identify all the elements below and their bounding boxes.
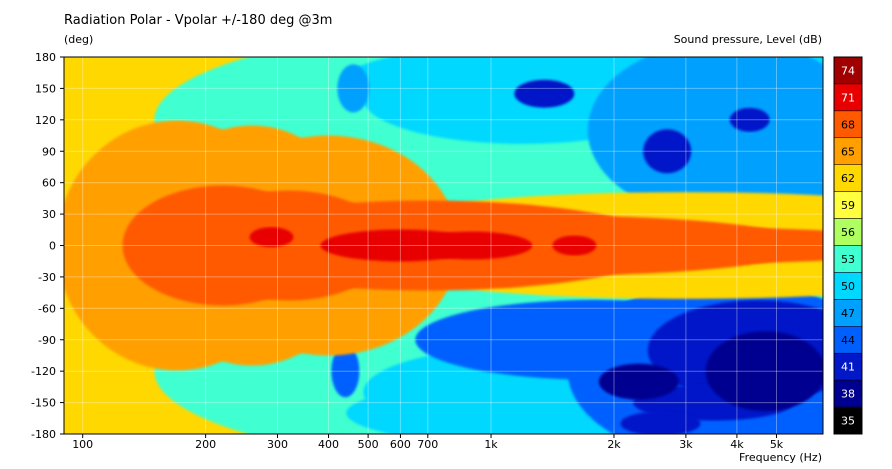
x-axis: 100 200 300 400 500 600 700 1k 2k 3k 4k 5k (72, 434, 784, 451)
contour-region (620, 411, 701, 434)
colorbar-label: Sound pressure, Level (dB) (673, 33, 822, 46)
colorbar-level-label: 71 (841, 91, 855, 104)
colorbar-swatch (833, 352, 863, 381)
x-tick-label: 500 (358, 438, 379, 451)
colorbar-level-label: 59 (841, 199, 855, 212)
colorbar-level-label: 65 (841, 145, 855, 158)
colorbar-swatch (833, 245, 863, 273)
x-tick-label: 100 (72, 438, 93, 451)
y-tick-label: 0 (49, 240, 56, 253)
x-tick-label: 4k (730, 438, 744, 451)
colorbar-swatch (833, 56, 863, 85)
y-tick-label: -180 (31, 428, 56, 441)
colorbar-level-label: 44 (841, 334, 855, 347)
grid (64, 56, 823, 435)
y-tick-label: -120 (31, 365, 56, 378)
colorbar-swatch (833, 164, 863, 192)
y-axis: 180 150 120 90 60 30 0 -30 -60 -90 -120 -150 -180 (31, 51, 64, 441)
y-tick-label: 120 (35, 114, 56, 127)
colorbar-level-label: 47 (841, 307, 855, 320)
colorbar-swatch (833, 406, 863, 435)
contour-region (514, 79, 575, 108)
colorbar-level-label: 68 (841, 118, 855, 131)
colorbar-swatch (833, 379, 863, 408)
y-tick-label: 90 (42, 145, 56, 158)
y-tick-label: 180 (35, 51, 56, 64)
colorbar-level-label: 53 (841, 253, 855, 266)
y-tick-label: 30 (42, 208, 56, 221)
y-tick-label: 60 (42, 177, 56, 190)
contour-region (552, 235, 597, 256)
colorbar-level-label: 74 (841, 65, 855, 78)
contour-region (705, 331, 823, 412)
colorbar-level-label: 62 (841, 172, 855, 185)
y-axis-label: (deg) (64, 33, 94, 46)
x-tick-label: 3k (679, 438, 693, 451)
colorbar-level-label: 50 (841, 280, 855, 293)
x-tick-label: 2k (607, 438, 621, 451)
contour-region (467, 227, 823, 264)
x-tick-label: 1k (484, 438, 498, 451)
chart-title: Radiation Polar - Vpolar +/-180 deg @3m (64, 13, 333, 28)
y-tick-label: -150 (31, 397, 56, 410)
colorbar-level-label: 35 (841, 415, 855, 428)
colorbar-level-label: 41 (841, 361, 855, 374)
sound-pressure-contours (64, 57, 823, 434)
contour-region (729, 107, 770, 132)
contour-region (643, 129, 692, 174)
colorbar-swatch (833, 137, 863, 165)
colorbar-level-label: 56 (841, 226, 855, 239)
colorbar-level-label: 38 (841, 388, 855, 401)
colorbar: 74 71 68 65 62 59 56 53 50 47 44 41 38 35 (833, 56, 863, 435)
y-tick-label: 150 (35, 82, 56, 95)
x-tick-label: 400 (318, 438, 339, 451)
x-tick-label: 200 (195, 438, 216, 451)
y-tick-label: -30 (38, 271, 56, 284)
contour-region (331, 345, 360, 398)
x-axis-label: Frequency (Hz) (739, 451, 822, 464)
x-tick-label: 300 (267, 438, 288, 451)
colorbar-swatch (833, 218, 863, 246)
contour-region (412, 231, 533, 260)
x-tick-label: 5k (770, 438, 784, 451)
colorbar-swatch (833, 83, 863, 112)
y-tick-label: -60 (38, 302, 56, 315)
x-tick-label: 700 (417, 438, 438, 451)
contour-region (337, 64, 370, 113)
x-tick-label: 600 (390, 438, 411, 451)
y-tick-label: -90 (38, 334, 56, 347)
colorbar-border (833, 56, 863, 435)
contour-region (587, 57, 823, 221)
contour-region (249, 227, 294, 248)
contour-region (598, 363, 679, 400)
